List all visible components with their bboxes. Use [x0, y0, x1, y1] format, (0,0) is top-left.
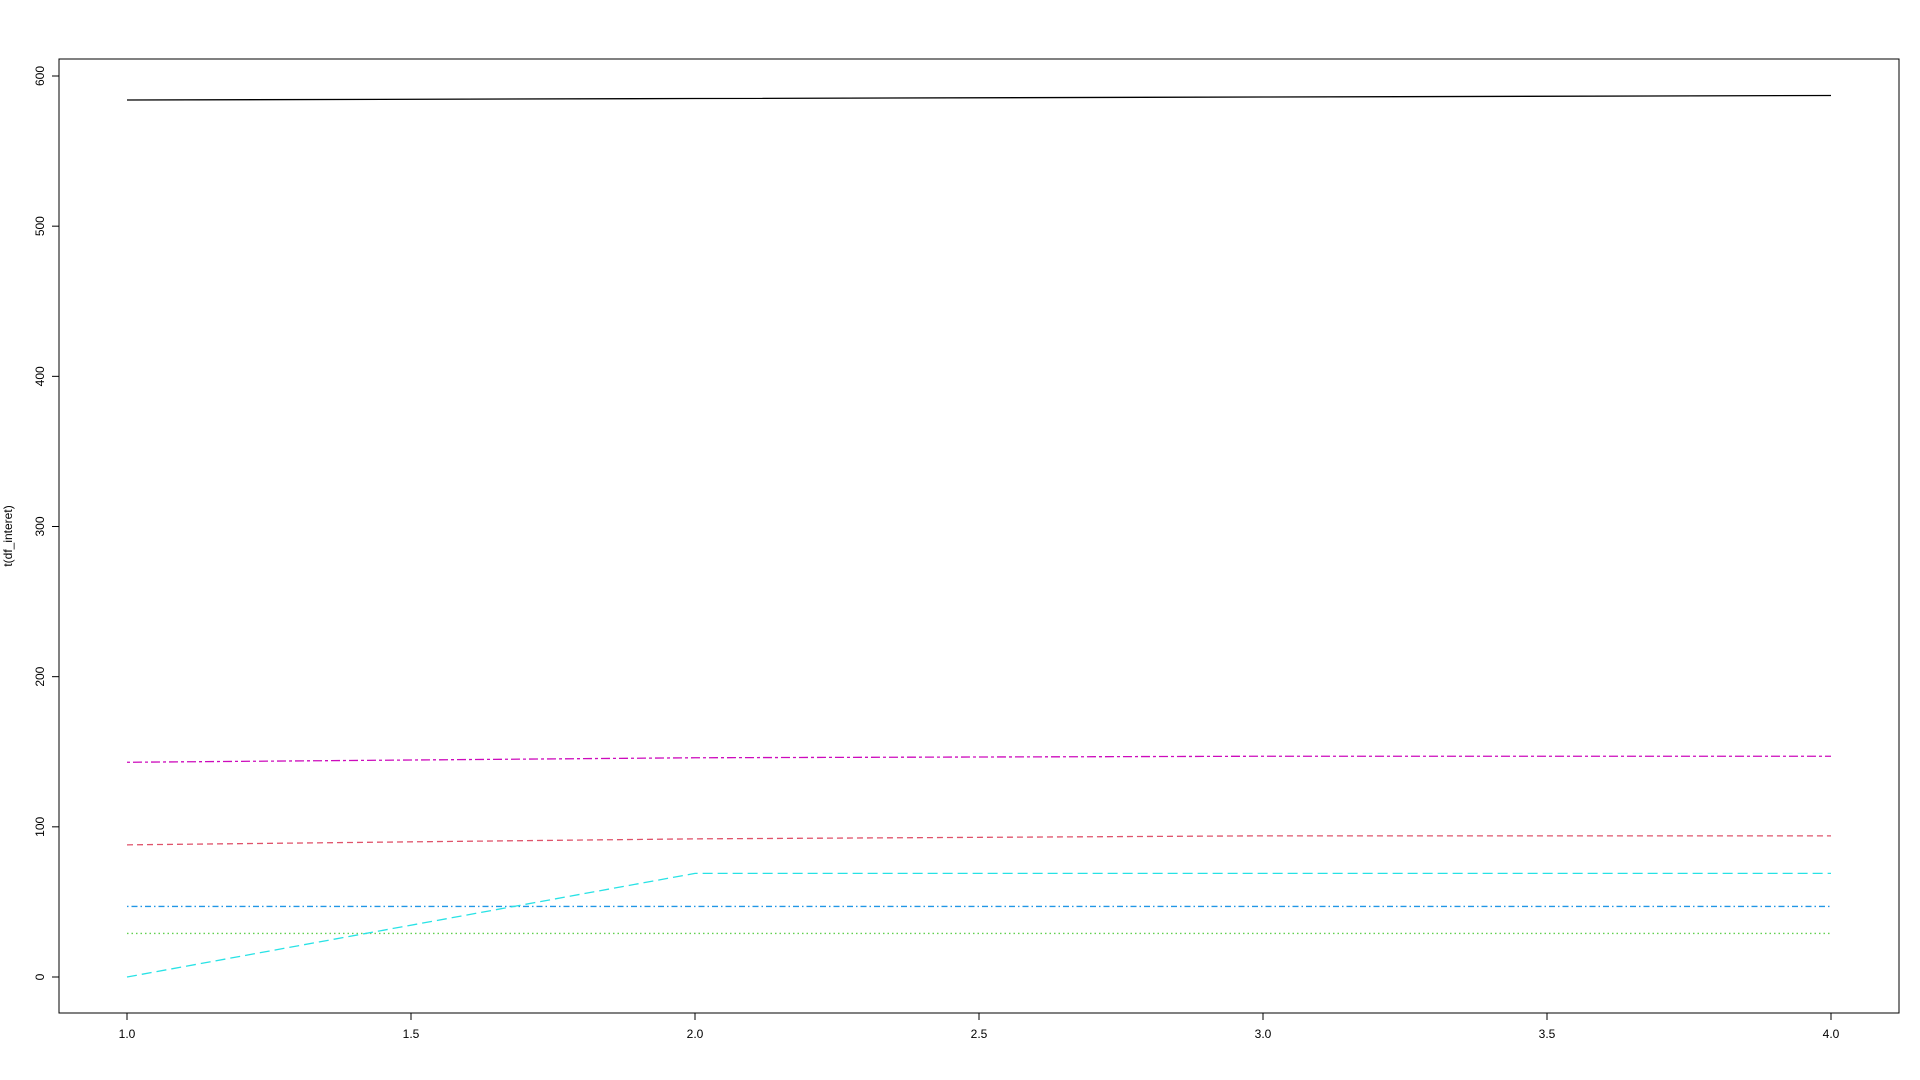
x-tick-label: 4.0	[1823, 1027, 1840, 1041]
y-axis: 0 100 200 300 400 500 600	[33, 66, 59, 980]
series-line-6	[126, 755, 1831, 763]
series-line-5	[126, 872, 1831, 978]
y-tick-label: 100	[33, 817, 47, 837]
y-tick-label: 500	[33, 216, 47, 236]
x-tick-label: 2.5	[971, 1027, 988, 1041]
y-tick-label: 600	[33, 66, 47, 86]
x-tick-label: 3.5	[1539, 1027, 1556, 1041]
y-tick-label: 200	[33, 666, 47, 686]
x-tick-label: 2.0	[687, 1027, 704, 1041]
y-tick-label: 0	[33, 973, 47, 980]
x-tick-label: 3.0	[1255, 1027, 1272, 1041]
x-axis: 1.0 1.5 2.0 2.5 3.0 3.5 4.0	[119, 1013, 1840, 1041]
x-tick-label: 1.5	[403, 1027, 420, 1041]
series-line-2	[126, 835, 1831, 846]
x-tick-label: 1.0	[119, 1027, 136, 1041]
series-layer	[126, 94, 1832, 978]
plot-frame	[58, 58, 1900, 1014]
y-axis-label: t(df_interet)	[1, 505, 15, 566]
series-line-1	[126, 94, 1832, 101]
y-tick-label: 300	[33, 516, 47, 536]
y-tick-label: 400	[33, 366, 47, 386]
